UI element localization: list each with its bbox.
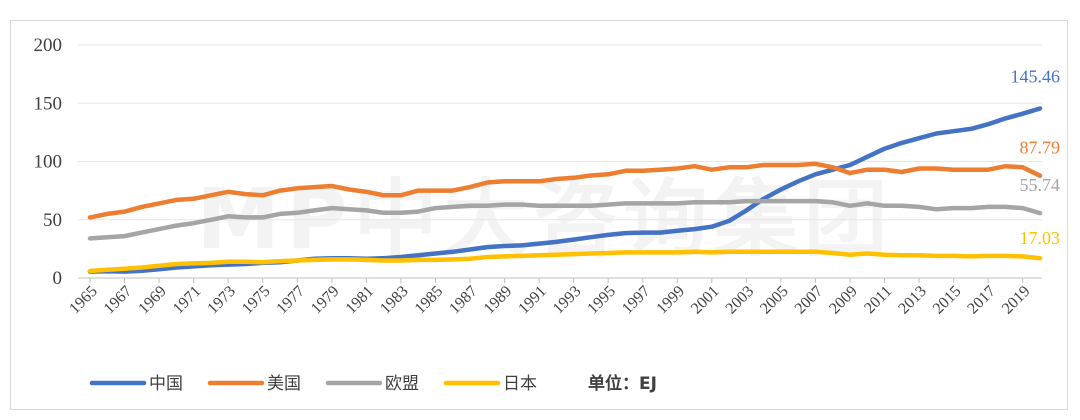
end-value-label: 87.79	[1020, 138, 1061, 158]
y-tick-label: 150	[34, 93, 63, 114]
x-tick-label: 2001	[688, 283, 723, 318]
y-tick-label: 100	[34, 152, 63, 173]
end-value-label: 55.74	[1020, 175, 1061, 195]
x-tick-label: 1979	[308, 283, 343, 318]
x-tick-label: 1987	[446, 283, 481, 318]
x-tick-label: 1981	[343, 283, 378, 318]
x-tick-label: 1975	[239, 283, 274, 318]
x-tick-label: 1983	[377, 283, 412, 318]
x-tick-label: 1991	[515, 283, 550, 318]
x-tick-label: 2009	[826, 283, 861, 318]
x-tick-label: 2003	[723, 283, 758, 318]
y-axis: 0 50 100 150 200	[34, 35, 63, 289]
x-tick-label: 1995	[584, 283, 619, 318]
x-tick-label: 1999	[653, 283, 688, 318]
x-tick-label: 2005	[757, 283, 792, 318]
x-tick-label: 1973	[204, 283, 239, 318]
series-lines	[87, 106, 1043, 274]
gridlines	[78, 44, 1042, 279]
x-tick-label: 2011	[861, 283, 895, 317]
legend-label: 日本	[503, 374, 537, 394]
y-tick-label: 50	[43, 210, 62, 231]
x-tick-label: 1993	[550, 283, 585, 318]
x-tick-label: 1989	[481, 283, 516, 318]
unit-label: 单位：EJ	[588, 373, 657, 394]
x-tick-label: 2007	[792, 283, 827, 318]
legend-label: 欧盟	[385, 374, 419, 394]
x-tick-label: 1967	[101, 283, 136, 318]
y-tick-label: 0	[53, 268, 63, 289]
x-tick-label: 1985	[412, 283, 447, 318]
end-labels: 145.46 87.79 55.74 17.03	[1011, 67, 1061, 249]
y-tick-label: 200	[34, 35, 63, 56]
series-line-2	[87, 161, 1043, 220]
x-tick-label: 1977	[273, 283, 308, 318]
chart-frame	[10, 20, 1068, 410]
x-tick-label: 1997	[619, 283, 654, 318]
end-value-label: 17.03	[1020, 228, 1061, 248]
x-tick-label: 2019	[999, 283, 1034, 318]
x-axis: 1965 1967 1969 1971 1973 1975 1977 1979 1981 1983…	[66, 278, 1034, 318]
x-tick-label: 2013	[895, 283, 930, 318]
x-tick-label: 2017	[964, 283, 999, 318]
legend-label: 中国	[149, 374, 183, 394]
series-line-4	[87, 249, 1043, 274]
x-tick-label: 2015	[930, 283, 965, 318]
x-tick-label: 1971	[170, 283, 205, 318]
series-line-3	[87, 198, 1043, 241]
x-tick-label: 1969	[135, 283, 170, 318]
legend: 中国 美国 欧盟 日本	[89, 374, 537, 394]
end-value-label: 145.46	[1011, 67, 1061, 87]
x-tick-label: 1965	[66, 283, 101, 318]
legend-label: 美国	[267, 374, 301, 394]
